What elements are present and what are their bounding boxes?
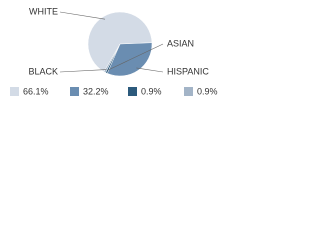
leader-line xyxy=(59,69,107,73)
slice-label: HISPANIC xyxy=(167,66,209,76)
pie-slice xyxy=(87,11,153,73)
slice-label: WHITE xyxy=(29,6,58,16)
legend-label: 0.9% xyxy=(141,86,162,96)
pie-slice xyxy=(106,42,153,77)
leader-line xyxy=(136,67,164,73)
leader-line xyxy=(107,43,164,71)
slice-label: ASIAN xyxy=(167,38,194,48)
slice-label: BLACK xyxy=(28,66,58,76)
legend-label: 0.9% xyxy=(197,86,218,96)
legend-swatch xyxy=(184,87,193,96)
leader-line xyxy=(59,11,106,20)
pie-slice xyxy=(103,43,121,73)
legend-label: 66.1% xyxy=(23,86,49,96)
legend-label: 32.2% xyxy=(83,86,109,96)
legend-swatch xyxy=(10,87,19,96)
legend-swatch xyxy=(128,87,137,96)
legend-swatch xyxy=(70,87,79,96)
chart: WHITE HISPANIC ASIAN BLACK 66.1% 32.2% 0.9% 0.9… xyxy=(10,6,218,96)
